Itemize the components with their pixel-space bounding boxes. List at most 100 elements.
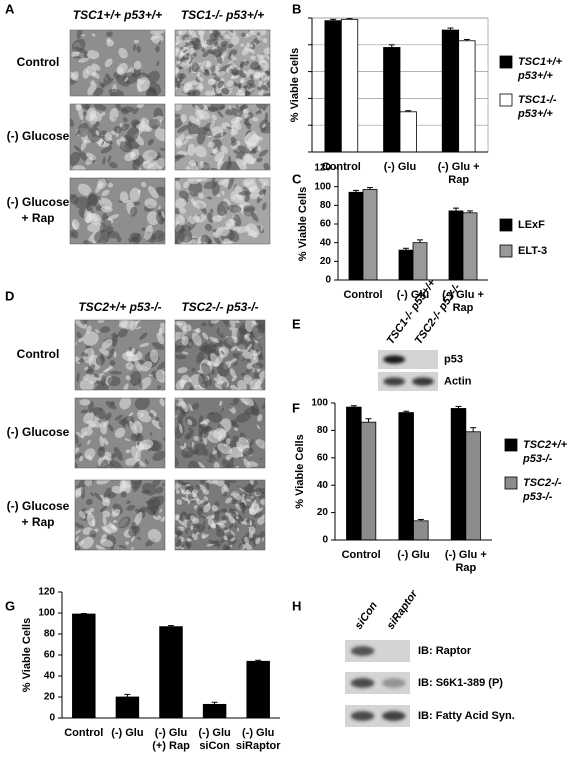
cell (245, 368, 254, 373)
cell (199, 30, 206, 36)
cell (177, 519, 184, 526)
cell (77, 122, 90, 138)
cell (211, 504, 219, 512)
cell (149, 431, 153, 437)
cell (225, 126, 233, 130)
cell (223, 483, 229, 493)
cell (107, 230, 120, 239)
blot-label: IB: Raptor (418, 645, 472, 657)
bar (412, 242, 428, 281)
cell (86, 50, 100, 60)
micrograph-border (174, 29, 271, 97)
y-tick-label: 40 (320, 237, 332, 248)
y-axis-label: % Viable Cells (21, 618, 33, 692)
legend-label: p53+/+ (517, 108, 553, 120)
cell (130, 148, 140, 160)
cell (198, 514, 206, 519)
bar (340, 18, 359, 153)
cell (80, 536, 94, 549)
cell (184, 133, 199, 140)
micrograph (174, 479, 266, 551)
cell (175, 515, 180, 520)
cell (215, 529, 225, 538)
cell (263, 82, 267, 86)
cell (259, 487, 265, 495)
cell (175, 399, 179, 406)
cell (181, 351, 189, 355)
cell (238, 105, 244, 118)
cell (104, 58, 113, 68)
cell (178, 423, 183, 434)
error-bar (365, 418, 372, 423)
cell (222, 491, 227, 497)
cell (211, 114, 217, 121)
cell (258, 80, 263, 87)
cell (78, 57, 90, 63)
legend-label: TSC2+/+ (523, 439, 568, 451)
cell (188, 30, 192, 35)
cell (225, 219, 236, 227)
cell (261, 514, 265, 519)
cell (221, 87, 230, 95)
cell (99, 421, 108, 435)
cell (94, 492, 103, 501)
cell (247, 30, 257, 35)
column-header: TSC1+/+ p53+/+ (73, 8, 162, 22)
blot-band (383, 377, 406, 386)
cell (95, 355, 105, 366)
cell (95, 329, 99, 334)
cell (217, 528, 221, 533)
cell (75, 522, 84, 529)
cell (148, 374, 153, 377)
cell (128, 238, 132, 244)
cell (72, 165, 86, 170)
row-label: + Rap (21, 211, 54, 225)
cell (85, 152, 96, 161)
x-tick-label: (-) Glu (397, 549, 429, 561)
cell (225, 497, 232, 504)
bar (324, 20, 342, 153)
cell (184, 34, 189, 38)
cell (118, 418, 129, 425)
cell (250, 55, 257, 61)
cell (193, 523, 200, 529)
x-tick-label: siCon (199, 740, 230, 752)
cell (148, 412, 154, 418)
cell (245, 490, 252, 500)
bar (202, 703, 227, 719)
cell (158, 324, 165, 334)
cell (220, 131, 224, 137)
cell (150, 30, 165, 35)
cell (249, 378, 262, 390)
cell (257, 145, 262, 152)
cell (181, 335, 189, 346)
cell (89, 507, 95, 513)
cell (260, 84, 269, 91)
error-bar (463, 38, 470, 41)
x-tick-label: (-) Glu + (438, 161, 480, 173)
cell (175, 405, 180, 411)
cell (109, 365, 113, 370)
cell (200, 66, 206, 73)
cell (118, 545, 127, 549)
cell (256, 424, 261, 430)
cell (220, 40, 229, 47)
blot-band (383, 355, 406, 364)
error-bar (388, 44, 395, 48)
cell (206, 106, 215, 112)
x-tick-label: Rap (455, 562, 476, 574)
cell (256, 157, 263, 163)
cell (250, 212, 259, 222)
cell (133, 349, 138, 355)
panel-letter: E (292, 316, 301, 331)
cell (198, 423, 209, 439)
cell (140, 361, 153, 372)
legend-label: ELT-3 (518, 245, 547, 257)
cell (236, 327, 245, 343)
cell (228, 516, 235, 524)
cell (223, 34, 231, 40)
cell (187, 535, 194, 540)
cell (199, 484, 207, 492)
cell (177, 80, 183, 84)
cell (223, 480, 232, 486)
